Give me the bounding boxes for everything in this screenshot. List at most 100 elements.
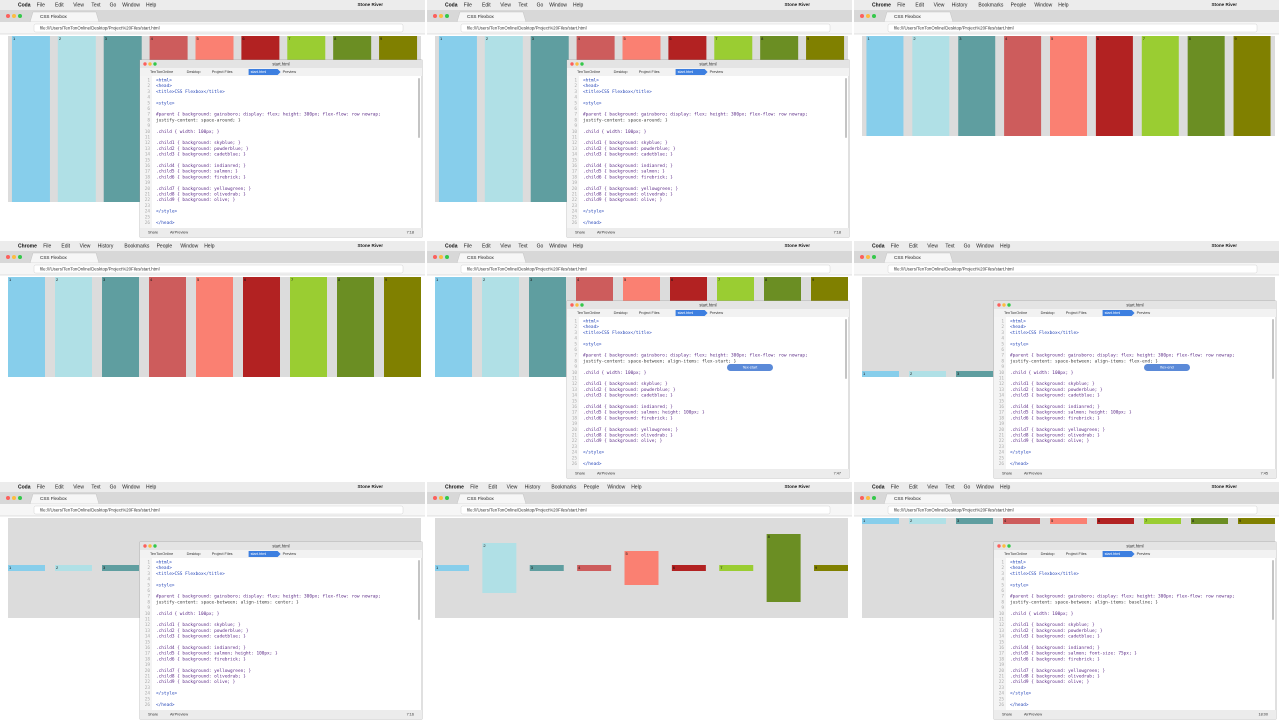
menu-item[interactable]: Edit <box>55 2 64 8</box>
menu-item[interactable]: View <box>80 243 91 249</box>
menu-item[interactable]: Bookmarks <box>978 2 1004 8</box>
breadcrumb[interactable]: Project Files <box>212 552 233 556</box>
window-button[interactable] <box>18 255 22 259</box>
window-button[interactable] <box>445 255 449 259</box>
breadcrumb[interactable]: Project Files <box>639 311 660 315</box>
menu-item[interactable]: Help <box>1000 484 1011 490</box>
address-field[interactable] <box>460 505 831 515</box>
menu-item[interactable]: Edit <box>482 243 491 249</box>
window-button[interactable] <box>12 496 16 500</box>
menu-item[interactable]: View <box>934 2 945 8</box>
window-button[interactable] <box>143 544 147 548</box>
breadcrumb[interactable]: Preview <box>710 70 724 74</box>
breadcrumb[interactable]: TenTonOnline <box>577 70 600 74</box>
menu-item[interactable]: Edit <box>61 243 70 249</box>
menu-item[interactable]: Go <box>964 484 971 490</box>
menu-item[interactable]: File <box>43 243 51 249</box>
menu-item[interactable]: Bookmarks <box>124 243 150 249</box>
menu-item[interactable]: File <box>464 2 472 8</box>
window-button[interactable] <box>439 14 443 18</box>
address-field[interactable] <box>887 23 1258 33</box>
menu-item[interactable]: Help <box>573 243 584 249</box>
menu-item[interactable]: Window <box>1034 2 1052 8</box>
window-button[interactable] <box>866 255 870 259</box>
airpreview-button[interactable]: AirPreview <box>1024 472 1042 476</box>
breadcrumb[interactable]: Preview <box>1137 311 1151 315</box>
breadcrumb[interactable]: Preview <box>283 552 297 556</box>
window-button[interactable] <box>6 14 10 18</box>
breadcrumb[interactable]: Desktop <box>1041 311 1055 315</box>
menu-item[interactable]: Window <box>976 243 994 249</box>
menu-item[interactable]: Go <box>110 484 117 490</box>
window-button[interactable] <box>445 496 449 500</box>
breadcrumb[interactable]: Preview <box>710 311 724 315</box>
menu-item[interactable]: Window <box>976 484 994 490</box>
window-button[interactable] <box>997 544 1001 548</box>
share-button[interactable]: Share <box>148 713 158 717</box>
menu-item[interactable]: Text <box>518 243 528 249</box>
crumb-active[interactable] <box>675 69 708 75</box>
share-button[interactable]: Share <box>575 472 585 476</box>
breadcrumb[interactable]: Preview <box>1137 552 1151 556</box>
window-button[interactable] <box>433 14 437 18</box>
menu-item[interactable]: File <box>891 484 899 490</box>
breadcrumb[interactable]: TenTonOnline <box>577 311 600 315</box>
breadcrumb[interactable]: start.html <box>1105 311 1121 315</box>
breadcrumb[interactable]: Desktop <box>614 70 628 74</box>
window-button[interactable] <box>1007 544 1011 548</box>
menu-item[interactable]: Text <box>91 484 101 490</box>
breadcrumb[interactable]: TenTonOnline <box>1004 552 1027 556</box>
menu-item[interactable]: Edit <box>488 484 497 490</box>
breadcrumb[interactable]: TenTonOnline <box>150 70 173 74</box>
menu-item[interactable]: Go <box>110 2 117 8</box>
address-field[interactable] <box>460 23 831 33</box>
window-button[interactable] <box>872 496 876 500</box>
window-button[interactable] <box>148 544 152 548</box>
crumb-active[interactable] <box>248 69 281 75</box>
menu-item[interactable]: Help <box>146 2 157 8</box>
breadcrumb[interactable]: Project Files <box>1066 311 1087 315</box>
address-field[interactable] <box>33 264 404 274</box>
menu-item[interactable]: Edit <box>55 484 64 490</box>
window-button[interactable] <box>866 496 870 500</box>
autocomplete-pill[interactable] <box>727 364 773 371</box>
menu-item[interactable]: File <box>897 2 905 8</box>
address-field[interactable] <box>33 23 404 33</box>
menu-item[interactable]: View <box>927 484 938 490</box>
menu-item[interactable]: Help <box>1000 243 1011 249</box>
menu-item[interactable]: People <box>1011 2 1027 8</box>
window-button[interactable] <box>575 303 579 307</box>
airpreview-button[interactable]: AirPreview <box>597 231 615 235</box>
window-button[interactable] <box>1002 544 1006 548</box>
window-button[interactable] <box>6 255 10 259</box>
window-button[interactable] <box>570 62 574 66</box>
breadcrumb[interactable]: Desktop <box>1041 552 1055 556</box>
breadcrumb[interactable]: start.html <box>1105 552 1121 556</box>
menu-item[interactable]: Bookmarks <box>551 484 577 490</box>
menu-item[interactable]: Help <box>573 2 584 8</box>
window-button[interactable] <box>1002 303 1006 307</box>
menu-item[interactable]: History <box>525 484 541 490</box>
window-button[interactable] <box>580 62 584 66</box>
share-button[interactable]: Share <box>1002 713 1012 717</box>
menu-item[interactable]: View <box>73 2 84 8</box>
menu-item[interactable]: Window <box>549 243 567 249</box>
crumb-active[interactable] <box>248 551 281 557</box>
breadcrumb[interactable]: Project Files <box>639 70 660 74</box>
breadcrumb[interactable]: Desktop <box>187 70 201 74</box>
share-button[interactable]: Share <box>148 231 158 235</box>
menu-item[interactable]: Text <box>518 2 528 8</box>
breadcrumb[interactable]: start.html <box>251 70 267 74</box>
breadcrumb[interactable]: Desktop <box>187 552 201 556</box>
window-button[interactable] <box>866 14 870 18</box>
address-field[interactable] <box>33 505 404 515</box>
window-button[interactable] <box>1007 303 1011 307</box>
window-button[interactable] <box>872 255 876 259</box>
window-button[interactable] <box>18 14 22 18</box>
menu-item[interactable]: File <box>464 243 472 249</box>
menu-item[interactable]: People <box>584 484 600 490</box>
address-field[interactable] <box>887 505 1258 515</box>
menu-item[interactable]: File <box>891 243 899 249</box>
airpreview-button[interactable]: AirPreview <box>597 472 615 476</box>
breadcrumb[interactable]: start.html <box>251 552 267 556</box>
